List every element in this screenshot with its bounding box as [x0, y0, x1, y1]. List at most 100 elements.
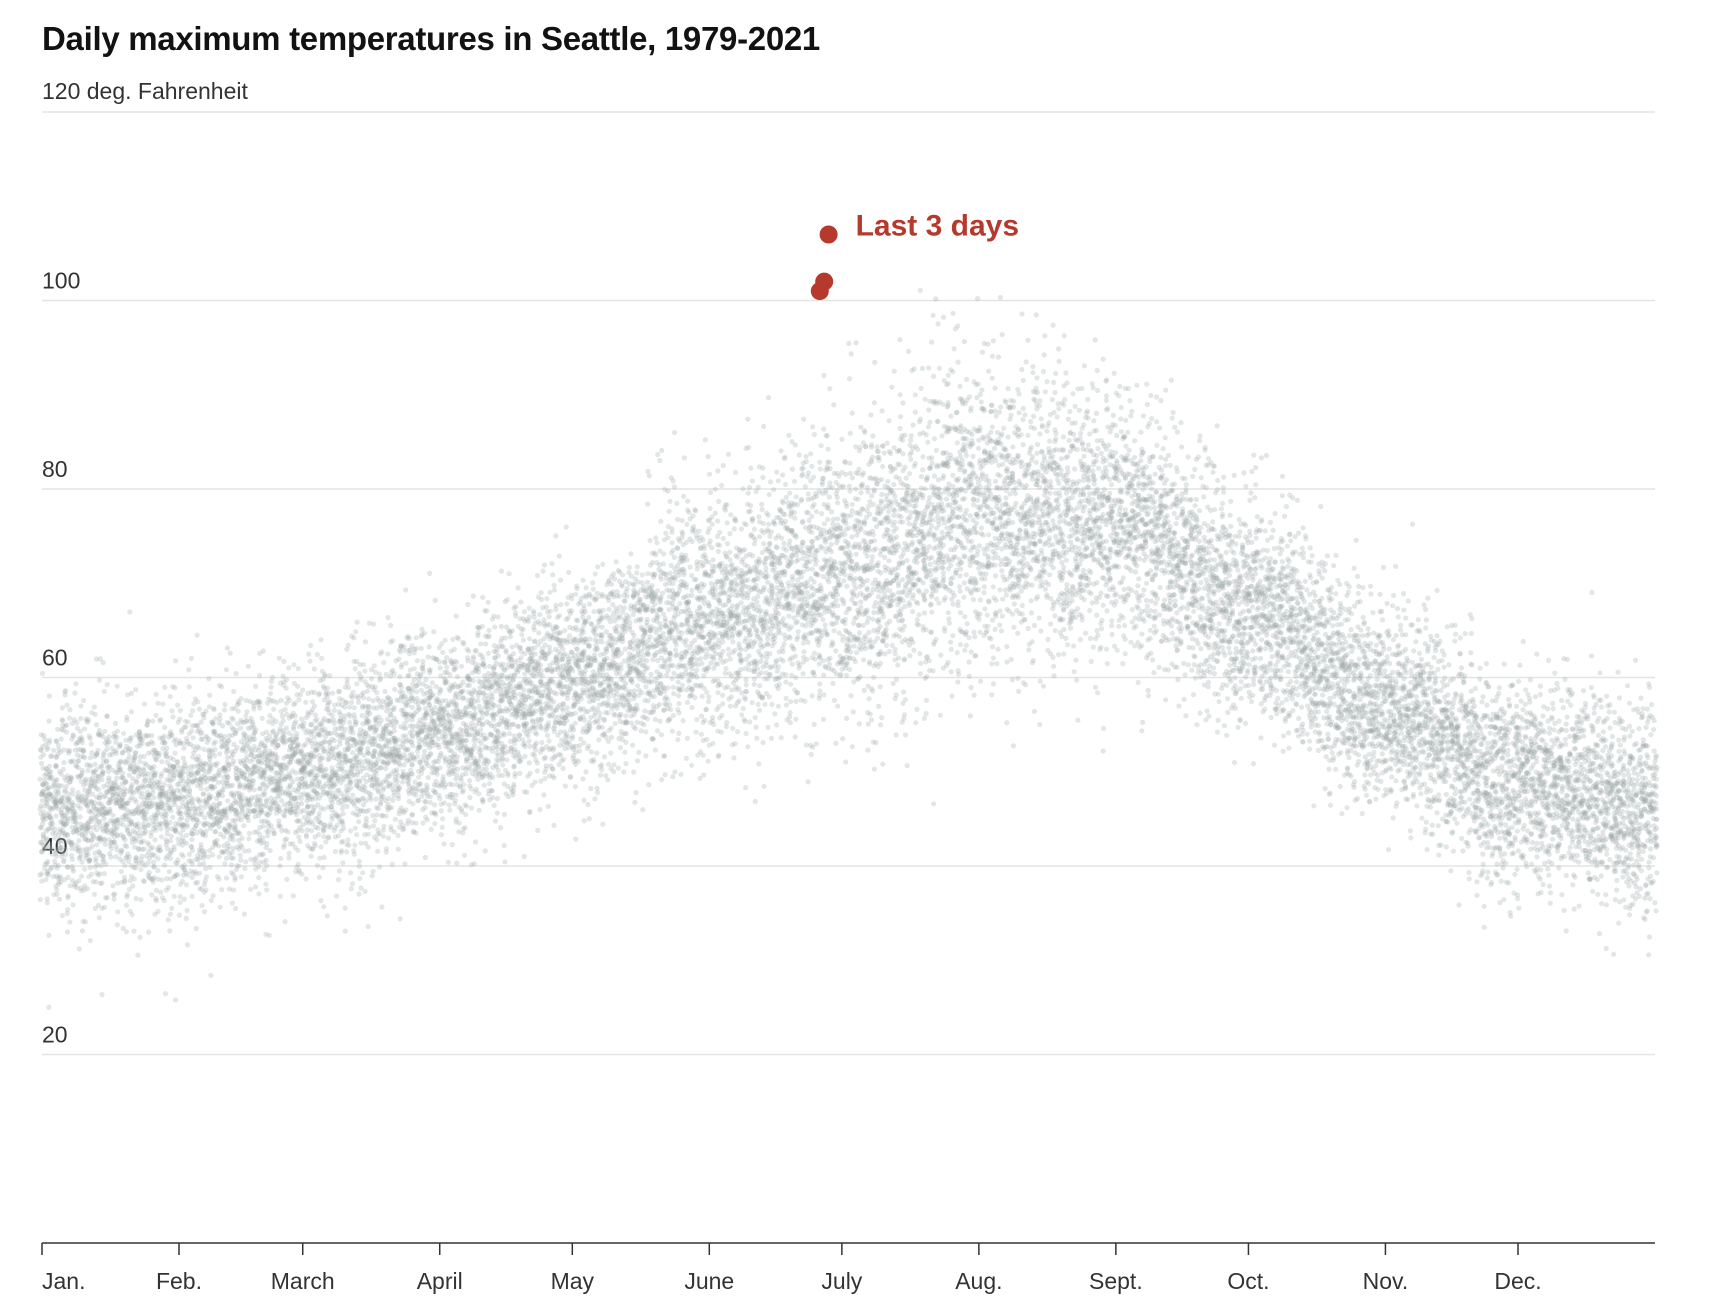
daily-point: [456, 820, 462, 826]
daily-point: [93, 855, 99, 861]
daily-point: [409, 734, 416, 740]
daily-point: [444, 664, 450, 670]
daily-point: [88, 783, 94, 789]
daily-point: [256, 875, 262, 881]
daily-point: [153, 712, 159, 719]
daily-point: [145, 792, 151, 798]
daily-point: [98, 834, 104, 840]
daily-point: [236, 700, 242, 707]
daily-point: [343, 753, 349, 759]
daily-point: [91, 804, 97, 810]
daily-point: [541, 756, 547, 762]
daily-point: [370, 698, 376, 704]
daily-point: [176, 912, 182, 918]
daily-point: [64, 831, 71, 837]
daily-point: [79, 824, 85, 831]
daily-point: [53, 853, 59, 859]
daily-point: [194, 770, 200, 776]
daily-point: [227, 822, 233, 828]
daily-point: [356, 863, 362, 869]
daily-point: [106, 763, 112, 769]
daily-point: [71, 881, 78, 888]
daily-point: [73, 880, 79, 886]
daily-point: [286, 850, 292, 856]
daily-point: [56, 839, 62, 845]
daily-point: [58, 819, 64, 825]
daily-point: [391, 705, 397, 711]
daily-point: [126, 816, 132, 822]
daily-point: [157, 820, 163, 827]
daily-point: [498, 676, 504, 683]
daily-point: [62, 830, 68, 836]
daily-point: [172, 750, 178, 756]
daily-point: [526, 738, 532, 744]
daily-point: [86, 874, 92, 880]
daily-point: [167, 693, 173, 700]
daily-point: [546, 738, 552, 744]
daily-point: [269, 674, 276, 681]
daily-point: [449, 659, 455, 665]
daily-point: [83, 716, 89, 722]
daily-point: [69, 720, 75, 727]
daily-point: [316, 780, 322, 787]
daily-point: [380, 787, 386, 793]
daily-point: [76, 946, 82, 952]
daily-point: [420, 662, 426, 668]
daily-point: [263, 735, 269, 742]
daily-point: [70, 902, 76, 908]
daily-point: [366, 807, 372, 813]
daily-point: [89, 808, 95, 814]
daily-point: [65, 791, 72, 797]
daily-point: [144, 816, 150, 822]
daily-point: [77, 814, 83, 820]
daily-point: [285, 829, 291, 835]
daily-point: [490, 702, 496, 708]
daily-point: [85, 767, 91, 774]
daily-point: [49, 793, 55, 799]
daily-point: [66, 750, 72, 756]
daily-point: [137, 934, 143, 940]
daily-point: [201, 855, 207, 861]
daily-point: [295, 847, 301, 853]
daily-point: [46, 718, 52, 724]
daily-point: [409, 762, 415, 768]
daily-point: [53, 738, 59, 744]
daily-point: [79, 740, 85, 746]
daily-point: [232, 874, 238, 881]
daily-point: [45, 773, 52, 780]
daily-point: [475, 630, 481, 636]
daily-point: [59, 810, 65, 816]
daily-point: [108, 854, 114, 860]
daily-point: [55, 832, 62, 838]
daily-point: [295, 742, 301, 748]
daily-point: [49, 864, 55, 871]
daily-point: [521, 687, 527, 693]
daily-point: [89, 775, 96, 781]
daily-point: [98, 764, 104, 770]
daily-point: [357, 875, 363, 882]
daily-point: [418, 763, 425, 770]
daily-point: [284, 876, 290, 883]
daily-point: [405, 633, 411, 640]
daily-point: [98, 863, 104, 869]
daily-point: [528, 704, 534, 710]
daily-point: [520, 637, 527, 643]
daily-point: [510, 651, 516, 657]
daily-point: [98, 763, 104, 769]
daily-point: [79, 736, 85, 743]
daily-point: [59, 850, 65, 857]
daily-point: [494, 757, 500, 763]
daily-point: [432, 704, 438, 711]
daily-point: [260, 823, 266, 829]
daily-point: [58, 771, 64, 777]
daily-point: [47, 805, 54, 811]
daily-point: [211, 741, 217, 747]
daily-point: [476, 807, 482, 813]
daily-point: [92, 761, 98, 767]
daily-point: [57, 798, 63, 804]
daily-point: [59, 717, 65, 723]
daily-point: [494, 738, 500, 745]
daily-point: [167, 819, 173, 826]
daily-point: [334, 893, 340, 899]
daily-point: [339, 848, 345, 854]
